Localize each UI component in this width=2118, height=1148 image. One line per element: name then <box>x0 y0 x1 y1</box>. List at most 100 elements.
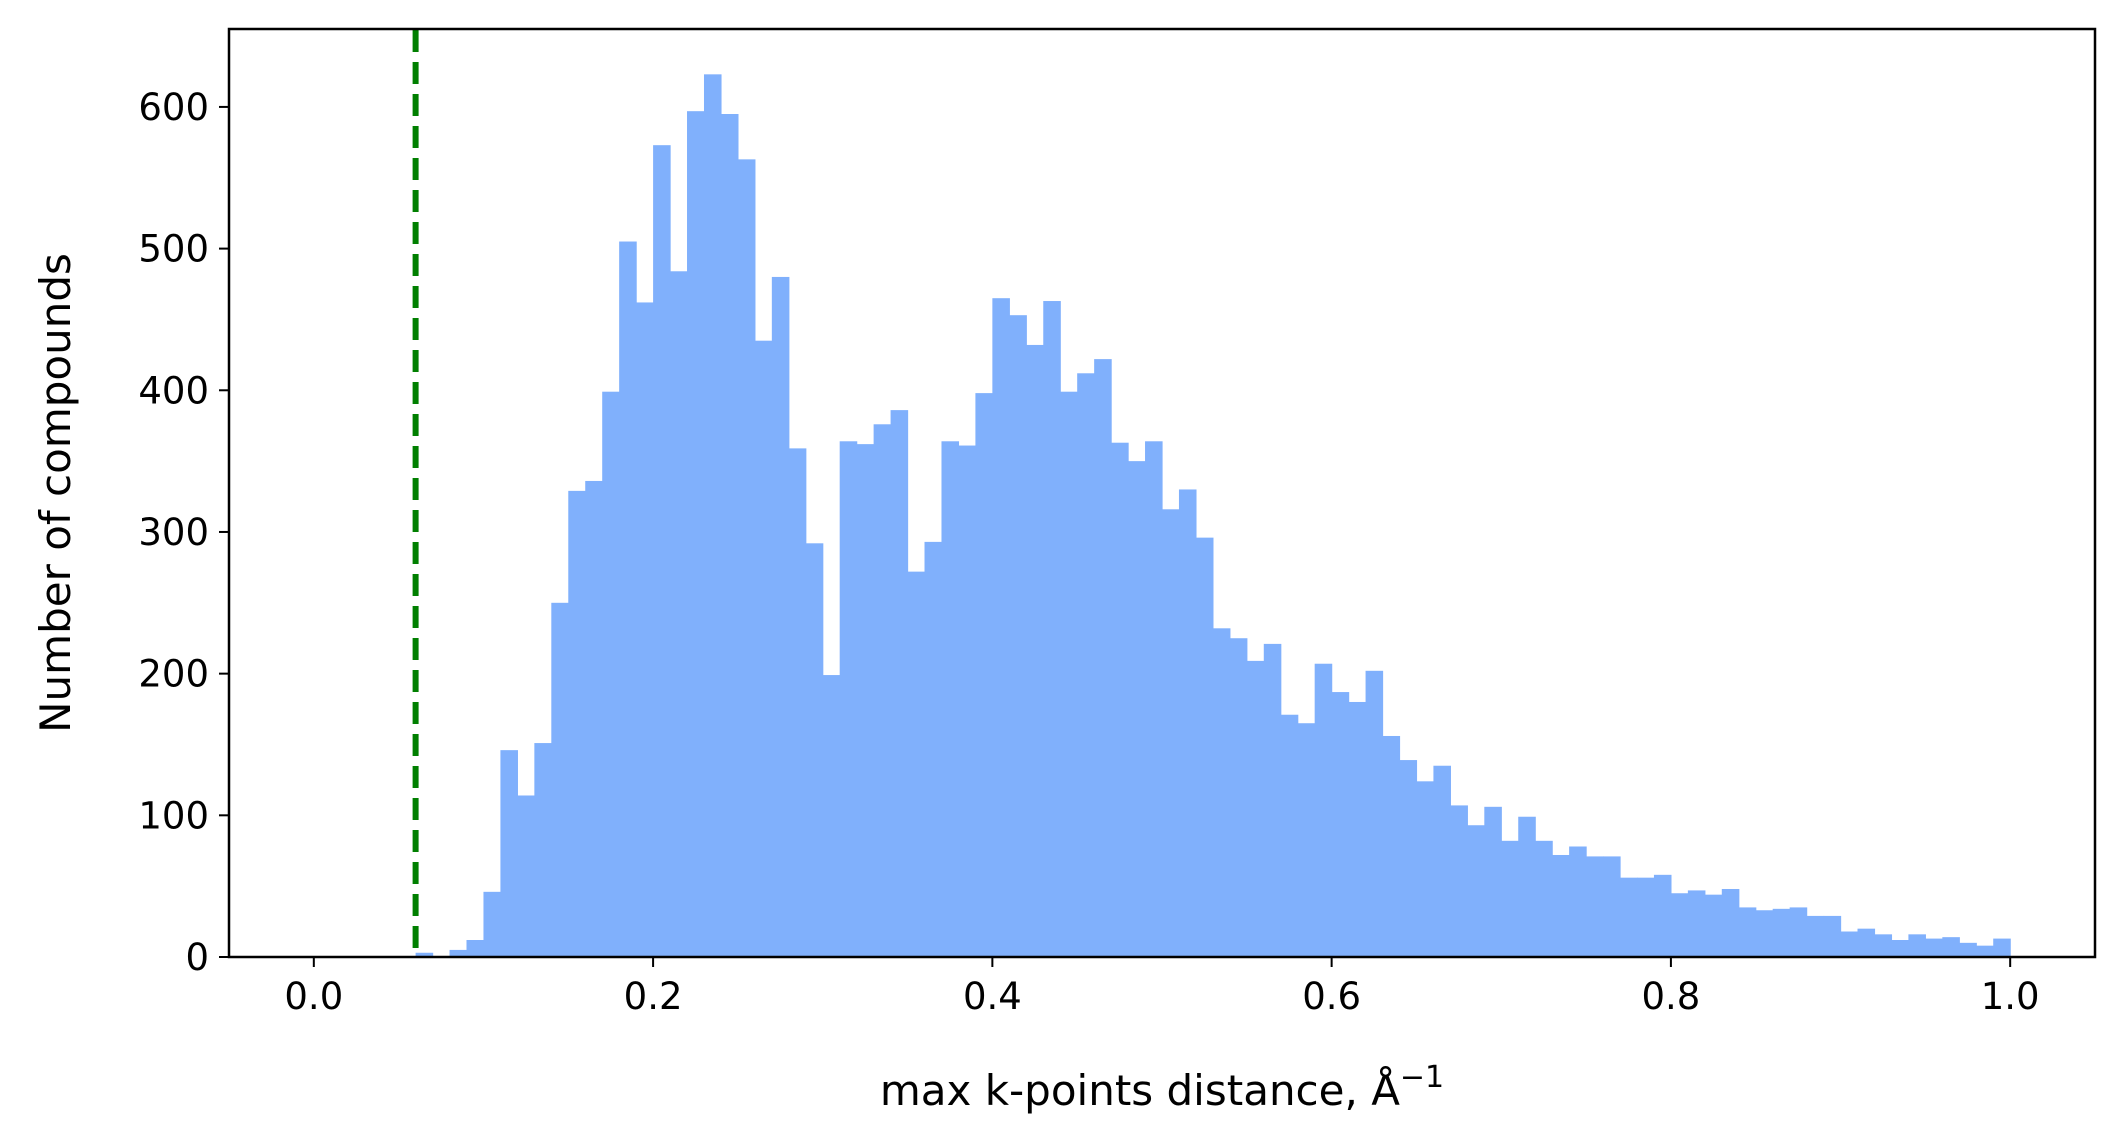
histogram-bar <box>975 393 993 957</box>
histogram-bar <box>585 480 603 957</box>
histogram-bar <box>1704 894 1723 957</box>
histogram-bar <box>449 949 468 957</box>
histogram-bar <box>1772 908 1791 957</box>
histogram-bar <box>1908 934 1926 957</box>
histogram-bar <box>1348 701 1367 957</box>
y-axis-ticks: 0 100 200 300 400 500 600 <box>138 86 229 979</box>
histogram-bar <box>1721 888 1740 957</box>
histogram-bar <box>1569 846 1587 957</box>
histogram-bar <box>1620 877 1638 957</box>
histogram-bar <box>534 743 552 957</box>
x-tick-label: 1.0 <box>1981 975 2040 1018</box>
histogram-bar <box>1365 670 1384 957</box>
histogram-bar <box>1145 441 1163 958</box>
histogram-bar <box>1331 692 1350 957</box>
histogram-bar <box>1942 937 1960 957</box>
x-axis-ticks: 0.0 0.2 0.4 0.6 0.8 1.0 <box>284 957 2040 1018</box>
x-tick-label: 0.2 <box>624 975 683 1018</box>
histogram-bar <box>941 441 960 958</box>
histogram-bar <box>1467 825 1485 957</box>
histogram-bar <box>958 445 976 957</box>
histogram-bar <box>1603 856 1621 957</box>
y-tick-label: 300 <box>138 511 209 554</box>
y-tick-label: 400 <box>138 369 209 412</box>
histogram-bar <box>1399 760 1418 957</box>
histogram-bar <box>1094 359 1112 957</box>
histogram-bar <box>1077 373 1095 958</box>
histogram-bar <box>1806 915 1825 957</box>
histogram-bar <box>1128 461 1146 957</box>
histogram-bar <box>1687 890 1706 957</box>
histogram-bar <box>856 444 875 957</box>
histogram-bar <box>1060 391 1078 958</box>
histogram-bar <box>924 541 943 957</box>
histogram-bar <box>1195 537 1214 957</box>
histogram-bar <box>1314 663 1333 957</box>
y-tick-label: 200 <box>138 653 209 696</box>
plot-frame <box>227 27 2097 959</box>
histogram-bar <box>1162 509 1180 957</box>
histogram-bar <box>1229 638 1248 957</box>
histogram-bar <box>1653 874 1672 957</box>
histogram-bar <box>1518 816 1536 957</box>
histogram-bar <box>1212 628 1231 957</box>
histogram-bar <box>1178 489 1197 957</box>
histogram-bar <box>1823 915 1842 957</box>
histogram-bar <box>1297 723 1316 957</box>
x-tick-label: 0.6 <box>1302 975 1361 1018</box>
histogram-bar <box>1280 714 1299 957</box>
histogram-bar <box>1535 840 1553 957</box>
histogram-bar <box>907 571 926 957</box>
histogram-bar <box>619 241 637 957</box>
histogram-bar <box>483 891 502 957</box>
histogram-bar <box>602 391 620 958</box>
histogram-bar <box>873 424 892 957</box>
histogram-bar <box>1891 939 1909 957</box>
histogram-bar <box>1484 806 1502 957</box>
histogram-bar <box>890 410 909 957</box>
histogram-bar <box>1263 643 1282 957</box>
x-tick-label: 0.0 <box>284 975 343 1018</box>
histogram-bar <box>1552 854 1570 957</box>
histogram-bar <box>1382 735 1401 957</box>
y-tick-label: 100 <box>138 794 209 837</box>
histogram-bar <box>1925 938 1943 957</box>
histogram-bar <box>687 111 705 957</box>
histogram-bar <box>720 114 739 958</box>
histogram-bar <box>1026 344 1044 957</box>
histogram-bar <box>1738 907 1757 957</box>
x-tick-label: 0.4 <box>963 975 1022 1018</box>
histogram-bar <box>1755 910 1774 957</box>
histogram-bar <box>1857 928 1876 957</box>
histogram-bar <box>415 952 434 957</box>
histogram-bar <box>1450 805 1468 957</box>
histogram-bar <box>1111 442 1129 957</box>
histogram-bar <box>703 74 722 957</box>
histogram-bar <box>466 939 485 957</box>
histogram-bar <box>737 159 756 957</box>
x-axis-title: max k-points distance, Å−1 <box>880 1060 1444 1115</box>
histogram-bar <box>1874 934 1893 957</box>
histogram-bar <box>500 750 518 957</box>
x-tick-label: 0.8 <box>1641 975 1700 1018</box>
histogram-bar <box>1976 945 1994 957</box>
histogram-bar <box>1840 931 1859 957</box>
histogram-bar <box>670 271 688 958</box>
histogram-bar <box>1586 856 1604 957</box>
histogram-bar <box>1501 840 1519 957</box>
y-tick-label: 0 <box>185 936 209 979</box>
histogram-bar <box>1043 301 1061 957</box>
histogram-bar <box>1416 781 1435 957</box>
histogram-bar <box>653 145 671 957</box>
y-axis-title: Number of compounds <box>31 253 80 733</box>
histogram-bar <box>517 795 535 957</box>
histogram-bar <box>822 675 841 957</box>
histogram-bar <box>551 602 569 957</box>
histogram-bar <box>1993 938 2011 957</box>
histogram-bar <box>1246 660 1265 957</box>
histogram-bar <box>992 298 1010 958</box>
y-tick-label: 500 <box>138 228 209 271</box>
histogram-bar <box>839 441 858 958</box>
